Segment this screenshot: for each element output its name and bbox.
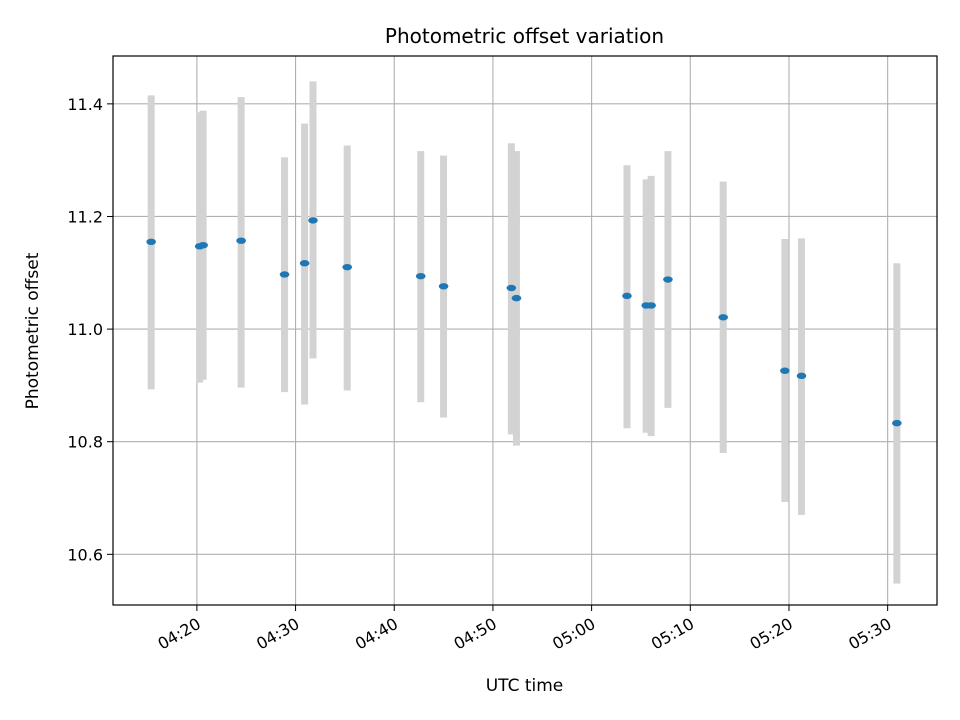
data-point (796, 372, 807, 380)
data-point (299, 260, 310, 267)
data-point (511, 294, 522, 302)
data-point (646, 302, 656, 309)
data-point (415, 272, 426, 280)
y-tick-label: 10.8 (67, 433, 103, 452)
plot-frame (112, 55, 938, 606)
data-point (308, 217, 318, 224)
x-axis-title: UTC time (486, 676, 564, 696)
chart-title: Photometric offset variation (385, 24, 664, 48)
data-point (236, 237, 246, 244)
y-axis-ticks: 10.6 10.8 11.0 11.2 11.4 (67, 95, 113, 564)
data-point (892, 419, 902, 427)
data-point (780, 367, 790, 374)
data-point (198, 241, 208, 249)
data-point (146, 238, 156, 246)
data-point (342, 263, 353, 271)
y-tick-label: 10.6 (67, 545, 103, 564)
data-point (506, 284, 517, 292)
data-point (438, 283, 449, 290)
data-points (146, 217, 902, 427)
y-tick-label: 11.4 (67, 95, 103, 114)
y-tick-label: 11.0 (67, 320, 103, 339)
data-point (622, 292, 632, 300)
data-point (718, 314, 728, 321)
data-point (279, 271, 290, 278)
y-axis-title: Photometric offset (23, 252, 43, 409)
y-tick-label: 11.2 (67, 207, 103, 226)
data-point (663, 276, 673, 283)
